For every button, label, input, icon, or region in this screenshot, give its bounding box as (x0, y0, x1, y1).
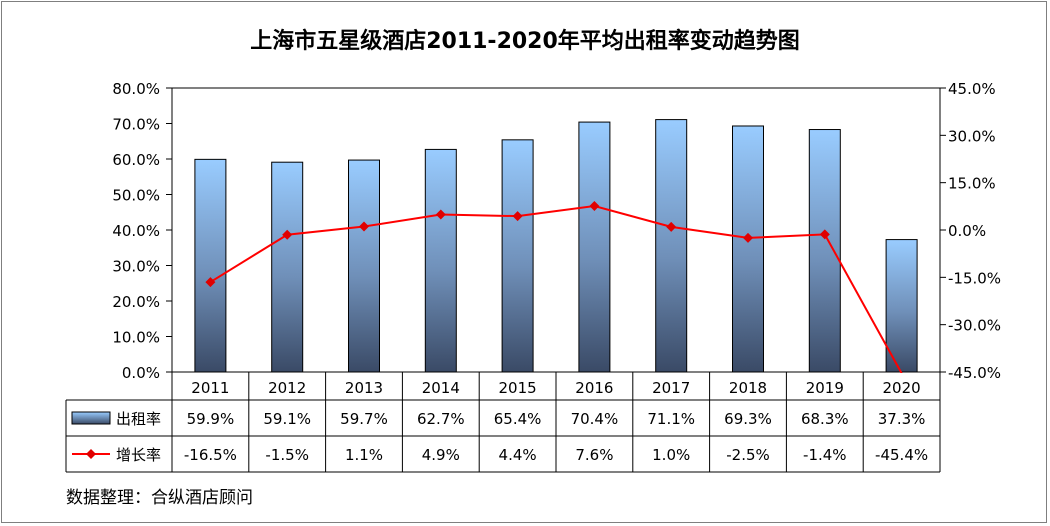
chart-title: 上海市五星级酒店2011-2020年平均出租率变动趋势图 (250, 28, 800, 54)
data-label-occupancy-2012: 59.1% (263, 410, 311, 428)
growth-marker-2019 (819, 229, 830, 240)
data-label-growth-2018: -2.5% (726, 446, 770, 464)
y-left-tick-label: 0.0% (122, 364, 160, 382)
source-note: 数据整理：合纵酒店顾问 (66, 488, 253, 508)
y-right-tick-label: 30.0% (948, 127, 996, 145)
data-label-growth-2011: -16.5% (184, 446, 237, 464)
legend-label-occupancy: 出租率 (116, 410, 161, 428)
legend-key-occupancy (71, 411, 111, 425)
data-label-occupancy-2013: 59.7% (340, 410, 388, 428)
growth-marker-2011 (205, 277, 216, 288)
y-left-tick-label: 20.0% (112, 293, 160, 311)
bar-2019 (808, 129, 841, 373)
y-left-tick-label: 60.0% (112, 151, 160, 169)
data-label-occupancy-2017: 71.1% (647, 410, 695, 428)
data-label-growth-2015: 4.4% (499, 446, 537, 464)
growth-marker-2017 (666, 221, 677, 232)
data-label-growth-2012: -1.5% (265, 446, 309, 464)
x-tick-label-2011: 2011 (191, 379, 229, 397)
legend-label-growth: 增长率 (116, 446, 161, 464)
y-right-tick-label: 45.0% (948, 80, 996, 98)
y-left-tick-label: 50.0% (112, 187, 160, 205)
data-label-occupancy-2020: 37.3% (878, 410, 926, 428)
growth-marker-2013 (359, 221, 369, 232)
y-left-tick-label: 40.0% (112, 222, 160, 240)
y-right-tick-label: -45.0% (948, 364, 1001, 382)
y-right-tick-label: -15.0% (948, 269, 1001, 287)
bar-2017 (655, 119, 688, 373)
x-tick-label-2015: 2015 (499, 379, 537, 397)
x-tick-label-2017: 2017 (652, 379, 690, 397)
growth-marker-2018 (743, 232, 753, 243)
y-right-tick-label: 15.0% (948, 175, 996, 193)
y-left-tick-label: 30.0% (112, 258, 160, 276)
data-label-occupancy-2015: 65.4% (494, 410, 542, 428)
data-label-growth-2013: 1.1% (345, 446, 383, 464)
data-label-occupancy-2018: 69.3% (724, 410, 772, 428)
y-left-tick-label: 70.0% (112, 116, 160, 134)
bar-2016 (578, 121, 611, 373)
data-label-occupancy-2019: 68.3% (801, 410, 849, 428)
bar-2011 (194, 158, 227, 373)
data-label-growth-2016: 7.6% (575, 446, 613, 464)
data-label-occupancy-2016: 70.4% (571, 410, 619, 428)
x-tick-label-2018: 2018 (729, 379, 767, 397)
bar-2014 (424, 148, 457, 373)
bar-2012 (271, 161, 304, 373)
x-tick-label-2013: 2013 (345, 379, 383, 397)
growth-marker-2014 (435, 209, 446, 220)
data-label-occupancy-2011: 59.9% (187, 410, 235, 428)
growth-marker-2016 (589, 201, 600, 212)
y-left-tick-label: 80.0% (112, 80, 160, 98)
x-tick-label-2020: 2020 (883, 379, 921, 397)
data-label-occupancy-2014: 62.7% (417, 410, 465, 428)
bar-2013 (348, 159, 380, 373)
y-right-tick-label: 0.0% (948, 222, 986, 240)
data-label-growth-2017: 1.0% (652, 446, 690, 464)
y-right-tick-label: -30.0% (948, 317, 1001, 335)
data-label-growth-2014: 4.9% (422, 446, 460, 464)
data-label-growth-2020: -45.4% (875, 446, 928, 464)
growth-marker-2012 (282, 229, 293, 240)
x-tick-label-2012: 2012 (268, 379, 306, 397)
bar-2015 (501, 139, 534, 373)
legend-key-growth-marker (86, 449, 96, 459)
growth-line (209, 205, 903, 373)
x-tick-label-2019: 2019 (806, 379, 844, 397)
data-label-growth-2019: -1.4% (803, 446, 847, 464)
growth-marker-2015 (512, 211, 523, 222)
x-tick-label-2014: 2014 (422, 379, 460, 397)
y-left-tick-label: 10.0% (112, 329, 160, 347)
bar-2018 (732, 125, 764, 373)
x-tick-label-2016: 2016 (575, 379, 613, 397)
